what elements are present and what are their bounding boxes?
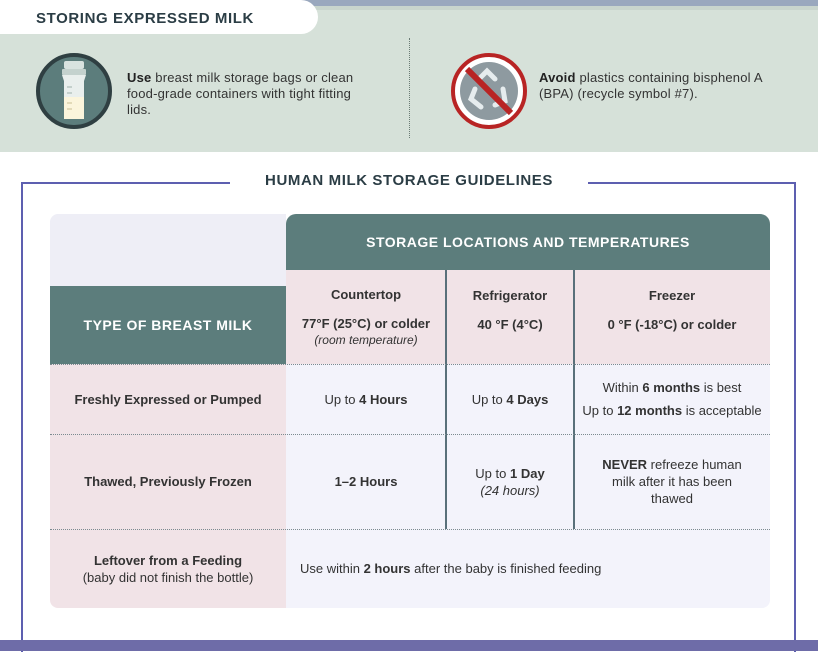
column-divider (445, 270, 447, 529)
row-label-leftover: Leftover from a Feeding (baby did not fi… (50, 529, 286, 608)
thawed-countertop-cell: 1–2 Hours (286, 434, 446, 529)
countertop-column-header: Countertop 77°F (25°C) or colder (room t… (286, 270, 446, 364)
column-temp: 40 °F (4°C) (477, 317, 543, 332)
fresh-refrigerator-cell: Up to 4 Days (446, 364, 574, 434)
column-note: (room temperature) (314, 332, 418, 347)
freezer-column-header: Freezer 0 °F (-18°C) or colder (574, 270, 770, 364)
fresh-countertop-cell: Up to 4 Hours (286, 364, 446, 434)
leftover-cell: Use within 2 hours after the baby is fin… (286, 529, 770, 608)
refrigerator-column-header: Refrigerator 40 °F (4°C) (446, 270, 574, 364)
column-temp: 0 °F (-18°C) or colder (607, 317, 737, 332)
row-divider (50, 434, 770, 435)
column-name: Refrigerator (472, 288, 548, 303)
no-recycle-icon (451, 53, 527, 129)
section-tab (0, 0, 318, 34)
row-divider (50, 364, 770, 365)
fresh-freezer-cell: Within 6 months is best Up to 12 months … (574, 364, 770, 434)
use-tip: Use breast milk storage bags or clean fo… (127, 70, 354, 117)
type-header: TYPE OF BREAST MILK (50, 286, 286, 364)
locations-header: STORAGE LOCATIONS AND TEMPERATURES (286, 214, 770, 270)
tip-divider (409, 38, 410, 138)
top-accent-stripe (300, 0, 818, 10)
row-divider (50, 529, 770, 530)
column-temp: 77°F (25°C) or colder (301, 315, 431, 331)
row-label-fresh: Freshly Expressed or Pumped (50, 364, 286, 434)
frame-title-backdrop (230, 170, 588, 196)
thawed-refrigerator-cell: Up to 1 Day (24 hours) (446, 434, 574, 529)
bottom-bar (0, 640, 818, 651)
milk-bottle-icon (36, 53, 112, 129)
top-accent-stripe-inner (300, 6, 818, 10)
column-divider (573, 270, 575, 529)
guidelines-title: HUMAN MILK STORAGE GUIDELINES (265, 172, 553, 189)
section-title: STORING EXPRESSED MILK (36, 10, 254, 27)
thawed-freezer-cell: NEVER refreeze human milk after it has b… (574, 434, 770, 529)
column-name: Freezer (648, 288, 696, 303)
column-name: Countertop (330, 286, 402, 302)
row-label-thawed: Thawed, Previously Frozen (50, 434, 286, 529)
table-corner (50, 214, 286, 286)
avoid-tip: Avoid plastics containing bisphenol A (B… (539, 70, 762, 101)
